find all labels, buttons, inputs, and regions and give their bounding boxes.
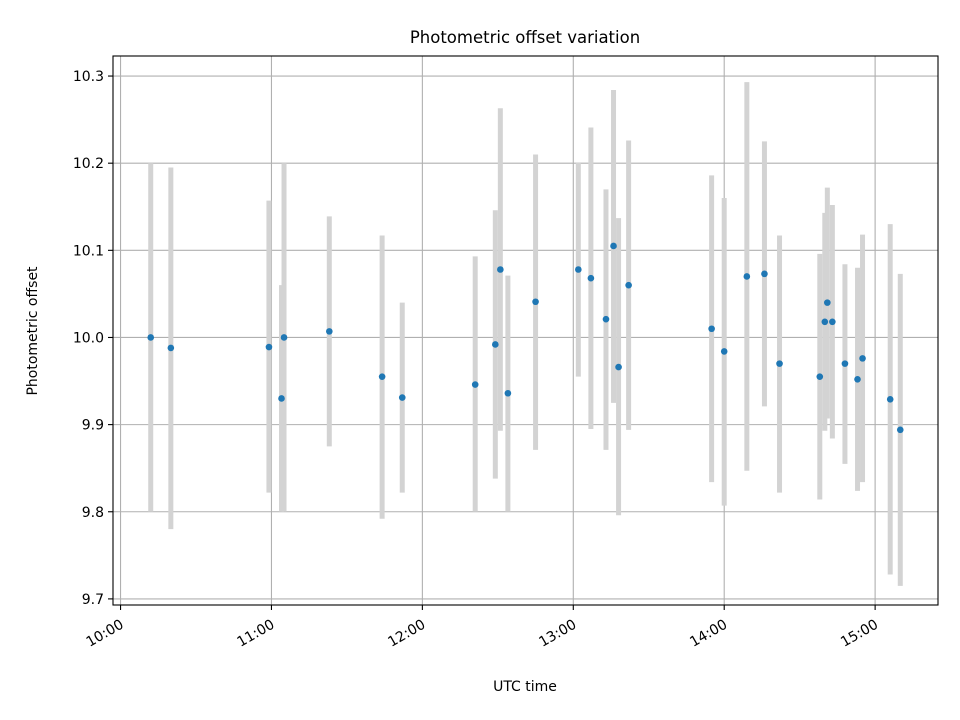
data-point <box>854 376 861 383</box>
x-tick-label: 12:00 <box>385 617 428 651</box>
data-point <box>587 274 595 282</box>
data-point <box>896 426 904 434</box>
chart-title: Photometric offset variation <box>410 28 640 47</box>
data-point <box>821 318 829 326</box>
y-tick-label: 10.0 <box>73 330 104 346</box>
data-point <box>615 363 622 371</box>
data-point <box>761 270 768 278</box>
data-point <box>147 334 155 341</box>
x-tick-label: 13:00 <box>536 617 579 651</box>
data-point <box>280 334 288 341</box>
data-point <box>278 395 285 402</box>
data-point <box>532 298 539 306</box>
data-point <box>720 348 728 355</box>
data-point <box>610 242 617 250</box>
x-tick-label: 15:00 <box>838 617 881 651</box>
x-axis-label: UTC time <box>493 679 557 695</box>
y-tick-label: 9.7 <box>82 592 104 608</box>
data-point <box>167 344 175 352</box>
data-point <box>497 266 504 273</box>
y-tick-label: 9.9 <box>82 418 104 434</box>
y-axis-label: Photometric offset <box>25 266 41 396</box>
x-tick-label: 11:00 <box>235 617 278 651</box>
data-point <box>829 318 836 326</box>
x-tick-label: 14:00 <box>687 617 730 651</box>
data-point <box>816 373 824 380</box>
data-point <box>326 328 333 335</box>
y-tick-label: 9.8 <box>82 505 104 521</box>
data-point <box>841 360 849 367</box>
data-point <box>265 343 273 351</box>
data-point <box>625 281 632 289</box>
data-point <box>824 299 831 306</box>
y-tick-label: 10.2 <box>73 156 104 172</box>
data-point <box>504 389 512 397</box>
plot-frame <box>112 55 939 606</box>
data-point <box>575 266 582 273</box>
data-point <box>708 325 715 333</box>
data-point <box>602 315 610 323</box>
data-point <box>492 341 499 348</box>
data-point <box>859 355 866 362</box>
data-point <box>743 273 751 280</box>
y-tick-label: 10.1 <box>73 243 104 259</box>
data-point <box>398 394 406 401</box>
data-point <box>886 396 894 403</box>
data-point <box>471 381 479 388</box>
data-point <box>776 360 783 367</box>
y-tick-label: 10.3 <box>73 69 104 85</box>
x-tick-label: 10:00 <box>84 617 127 651</box>
data-point <box>378 373 386 380</box>
